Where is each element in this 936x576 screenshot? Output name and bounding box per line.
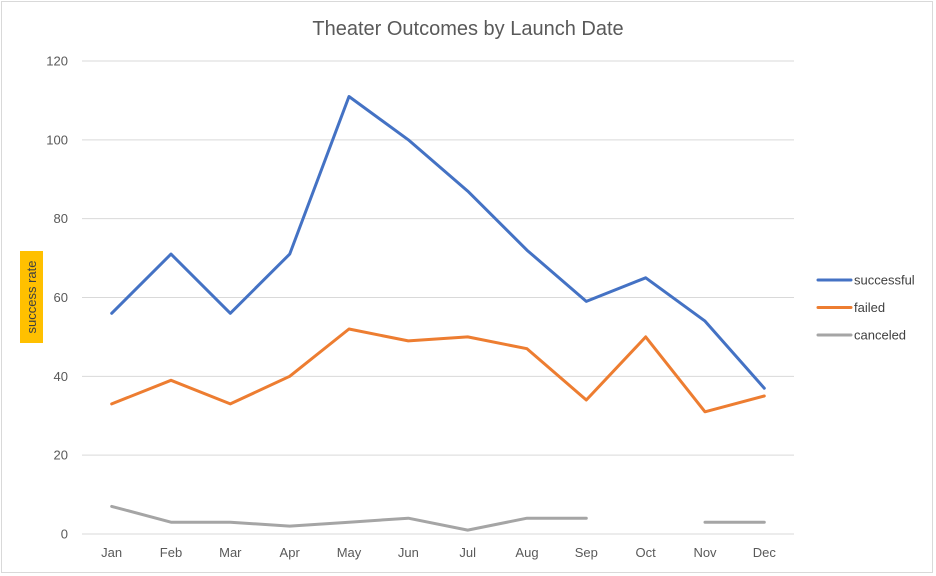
x-tick-label-jul: Jul [459, 545, 476, 560]
legend-item-failed: failed [816, 300, 885, 315]
x-tick-label-nov: Nov [693, 545, 717, 560]
gridlines [82, 60, 794, 535]
y-tick-label-120: 120 [46, 54, 68, 69]
series-line-successful [110, 95, 766, 390]
x-tick-label-oct: Oct [636, 545, 657, 560]
y-tick-label-60: 60 [54, 290, 68, 305]
x-tick-label-feb: Feb [160, 545, 182, 560]
legend: successful failed canceled [816, 273, 915, 343]
legend-label-successful: successful [854, 273, 915, 288]
chart-title: Theater Outcomes by Launch Date [312, 18, 623, 40]
y-tick-label-0: 0 [61, 527, 68, 542]
y-tick-label-100: 100 [46, 132, 68, 147]
y-axis-label: success rate [20, 251, 43, 343]
y-axis-label-text: success rate [24, 261, 39, 334]
series-line-failed [110, 327, 766, 414]
x-tick-label-jun: Jun [398, 545, 419, 560]
x-tick-label-dec: Dec [753, 545, 777, 560]
x-axis-ticks: Jan Feb Mar Apr May Jun Jul Aug Sep Oct Nov Dec [101, 545, 776, 560]
y-tick-label-40: 40 [54, 369, 68, 384]
legend-label-failed: failed [854, 300, 885, 315]
x-tick-label-mar: Mar [219, 545, 242, 560]
legend-item-successful: successful [816, 273, 915, 288]
y-axis-ticks: 0 20 40 60 80 100 120 [46, 54, 68, 542]
x-tick-label-sep: Sep [575, 545, 598, 560]
series-line-canceled [110, 504, 766, 532]
legend-label-canceled: canceled [854, 328, 906, 343]
x-tick-label-aug: Aug [515, 545, 538, 560]
x-tick-label-apr: Apr [280, 545, 301, 560]
y-tick-label-20: 20 [54, 448, 68, 463]
series-lines [110, 95, 766, 532]
y-tick-label-80: 80 [54, 211, 68, 226]
y-axis-label-highlight [20, 251, 43, 343]
legend-item-canceled: canceled [816, 328, 906, 343]
x-tick-label-jan: Jan [101, 545, 122, 560]
x-tick-label-may: May [337, 545, 362, 560]
